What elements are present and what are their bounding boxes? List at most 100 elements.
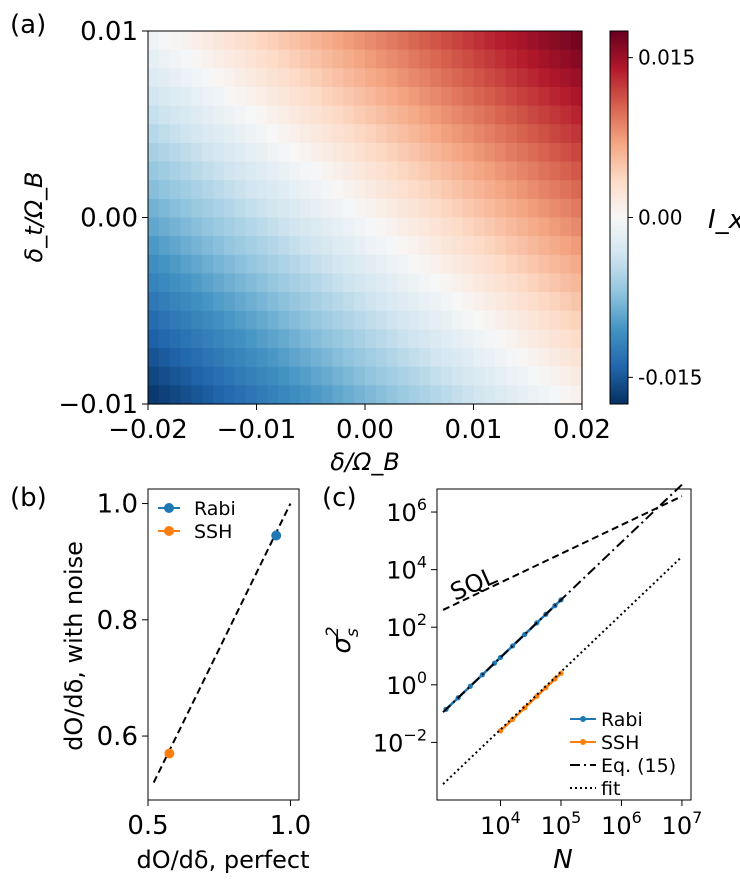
heatmap-cell	[289, 273, 301, 293]
panel-b-points	[164, 530, 282, 759]
heatmap-cell	[495, 86, 507, 107]
heatmap-cell	[560, 385, 572, 405]
heatmap-cell	[148, 366, 160, 386]
heatmap-cell	[430, 329, 442, 349]
heatmap-cell	[386, 161, 399, 181]
heatmap-cell	[332, 329, 344, 349]
heatmap-cell	[516, 385, 529, 405]
heatmap-cell	[234, 105, 247, 125]
heatmap-cell	[440, 329, 453, 349]
heatmap-cell	[278, 236, 290, 256]
heatmap-cell	[473, 124, 485, 144]
heatmap-cell	[462, 49, 475, 69]
heatmap-cell	[213, 31, 225, 51]
heatmap-cell	[158, 217, 171, 237]
heatmap-cell	[473, 198, 485, 219]
heatmap-cell	[289, 180, 301, 200]
heatmap-cell	[234, 348, 247, 368]
heatmap-cell	[213, 124, 225, 144]
heatmap-cell	[484, 180, 496, 200]
heatmap-cell	[473, 86, 485, 107]
heatmap-cell	[332, 68, 344, 88]
heatmap-cell	[462, 86, 475, 107]
heatmap-cell	[365, 142, 377, 163]
heatmap-cell	[191, 310, 203, 330]
heatmap-cell	[462, 217, 475, 237]
heatmap-cell	[397, 105, 409, 125]
panel-b-x-tick-label: 0.5	[127, 811, 168, 841]
heatmap-cell	[440, 217, 453, 237]
heatmap-cell	[462, 124, 475, 144]
heatmap-cell	[527, 292, 540, 312]
heatmap-cell	[473, 385, 485, 405]
heatmap-cell	[310, 49, 323, 69]
heatmap-cell	[191, 31, 203, 51]
heatmap-y-tick-label: 0.01	[80, 17, 138, 47]
heatmap-cell	[516, 254, 529, 275]
heatmap-cell	[408, 142, 420, 163]
heatmap-cell	[527, 198, 540, 219]
heatmap-cell	[148, 217, 160, 237]
heatmap-cell	[549, 310, 561, 330]
heatmap-cell	[430, 86, 442, 107]
heatmap-cell	[397, 198, 409, 219]
heatmap-cell	[451, 198, 464, 219]
heatmap-cell	[343, 86, 355, 107]
heatmap-cell	[267, 124, 279, 144]
heatmap-cell	[473, 105, 485, 125]
heatmap-cell	[213, 329, 225, 349]
heatmap-y-ticks: −0.01 0.00 0.01	[58, 17, 148, 420]
heatmap-cell	[310, 254, 323, 275]
heatmap-cell	[278, 254, 290, 275]
heatmap-cell	[440, 180, 453, 200]
heatmap-cell	[223, 31, 236, 51]
heatmap-cell	[213, 236, 225, 256]
heatmap-cell	[267, 217, 279, 237]
heatmap-cell	[440, 68, 453, 88]
heatmap-cell	[310, 105, 323, 125]
heatmap-cell	[375, 273, 388, 293]
colorbar-tick-label: 0.00	[638, 206, 683, 230]
heatmap-cell	[408, 49, 420, 69]
heatmap-cell	[549, 180, 561, 200]
heatmap-cell	[310, 348, 323, 368]
heatmap-cell	[516, 329, 529, 349]
heatmap-cell	[343, 273, 355, 293]
heatmap-x-label: δ/Ω_B	[330, 448, 400, 476]
heatmap-cell	[148, 236, 160, 256]
heatmap-cell	[516, 180, 529, 200]
heatmap-cell	[245, 348, 258, 368]
heatmap-cell	[148, 124, 160, 144]
heatmap-cell	[397, 329, 409, 349]
panel-c-y-ticks: 10−2 100 102 104 106	[373, 495, 437, 757]
heatmap-cell	[451, 68, 464, 88]
heatmap-cell	[560, 292, 572, 312]
heatmap-cell	[202, 254, 214, 275]
heatmap-cell	[462, 198, 475, 219]
heatmap-cell	[223, 254, 236, 275]
heatmap-cell	[365, 273, 377, 293]
heatmap-cell	[321, 161, 334, 181]
heatmap-cell	[202, 273, 214, 293]
heatmap-cell	[451, 105, 464, 125]
panel-c-legend-label: Eq. (15)	[601, 755, 676, 777]
heatmap-cell	[451, 385, 464, 405]
heatmap-cell	[213, 180, 225, 200]
heatmap-cell	[343, 366, 355, 386]
heatmap-cell	[354, 385, 366, 405]
heatmap-cells	[148, 31, 583, 405]
heatmap-cell	[310, 180, 323, 200]
heatmap-cell	[234, 198, 247, 219]
heatmap-cell	[549, 292, 561, 312]
heatmap-cell	[223, 180, 236, 200]
heatmap-cell	[430, 105, 442, 125]
heatmap-cell	[495, 124, 507, 144]
heatmap-cell	[386, 385, 399, 405]
heatmap-cell	[365, 161, 377, 181]
panel-b: (b) 0.5 1.0 0.6 0.8 1.0 dO/dδ, perfect dO/d…	[10, 483, 311, 874]
heatmap-cell	[354, 329, 366, 349]
heatmap-cell	[169, 180, 182, 200]
heatmap-cell	[365, 366, 377, 386]
heatmap-cell	[278, 310, 290, 330]
